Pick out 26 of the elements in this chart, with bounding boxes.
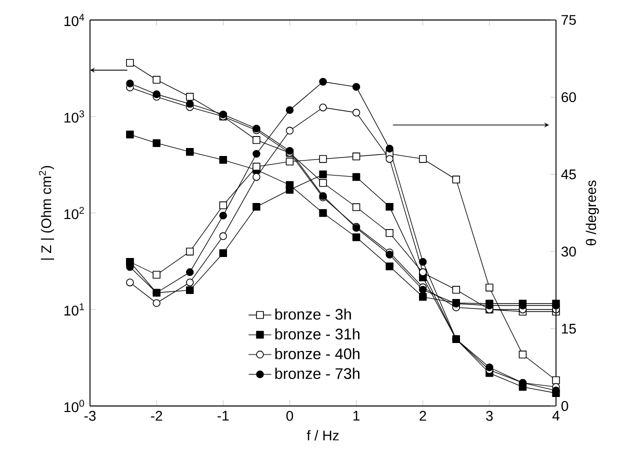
y2-tick-label: 75 xyxy=(562,15,576,25)
y-tick-label: 10$^{2}$ xyxy=(64,206,84,220)
y2-tick-label: 45 xyxy=(561,170,576,180)
x-tick-label: -3 xyxy=(84,410,96,421)
y-axis-title: | Z | (Ohm cm$^{2}$) xyxy=(38,166,54,260)
x-axis-title: f / Hz xyxy=(306,430,339,440)
x-tick-label: -2 xyxy=(150,410,162,421)
x-tick-label: -1 xyxy=(218,410,229,421)
y2-tick-label: 30 xyxy=(561,246,576,257)
y-tick-label: 10$^{0}$ xyxy=(64,400,84,412)
y-tick-label: 10$^{3}$ xyxy=(64,110,84,123)
y2-tick-label: 60 xyxy=(562,92,576,102)
legend-label: bronze - 31h xyxy=(275,328,360,340)
x-tick-label: 0 xyxy=(286,410,294,421)
y2-axis-title: θ /degrees xyxy=(586,180,599,246)
x-tick-label: 2 xyxy=(420,410,426,421)
y-tick-label: 10$^{1}$ xyxy=(64,303,84,316)
y-tick-label: 10$^{4}$ xyxy=(64,14,84,26)
y2-tick-label: 15 xyxy=(562,324,576,334)
y2-tick-label: 0 xyxy=(561,401,568,411)
legend-label: bronze - 40h xyxy=(275,348,360,360)
legend-label: bronze - 3h xyxy=(275,308,351,320)
x-tick-label: 1 xyxy=(353,410,360,421)
x-tick-label: 3 xyxy=(486,410,493,421)
legend-label: bronze - 73h xyxy=(275,368,360,380)
x-tick-label: 4 xyxy=(552,410,560,421)
